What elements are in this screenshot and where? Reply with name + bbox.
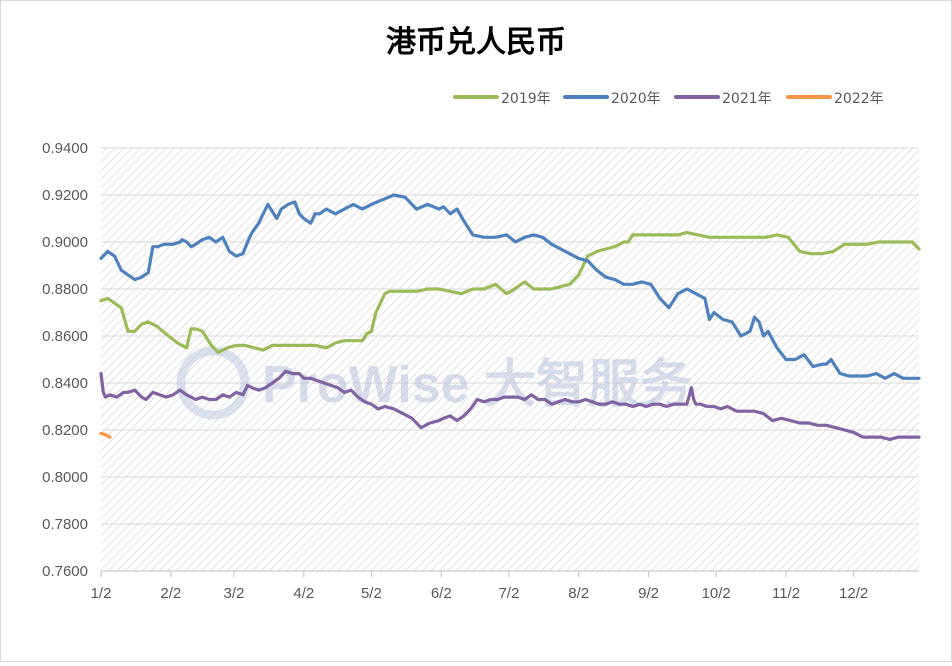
watermark-logo-icon [176, 346, 250, 420]
legend-label-3: 2021年 [722, 91, 772, 107]
x-tick-label: 4/2 [293, 585, 314, 602]
legend-label-4: 2022年 [834, 91, 884, 107]
x-tick-label: 11/2 [772, 585, 800, 602]
x-tick-label: 9/2 [638, 585, 659, 602]
series-lines [99, 193, 921, 441]
y-tick-label: 0.8400 [42, 375, 88, 392]
x-tick-label: 8/2 [568, 585, 589, 602]
legend: 2019年 2020年 2021年 2022年 [453, 91, 884, 107]
y-tick-label: 0.8600 [42, 328, 88, 345]
series-line-4 [99, 431, 112, 439]
y-tick-label: 0.7600 [42, 563, 88, 580]
x-axis: 1/2 2/2 3/2 4/2 5/2 6/2 7/2 8/2 9/2 10/2 11/2 12/2 [91, 570, 919, 602]
chart-title: 港币兑人民币 [386, 25, 566, 60]
y-tick-label: 0.7800 [42, 516, 88, 533]
series-line-1 [99, 231, 921, 354]
x-tick-label: 7/2 [498, 585, 519, 602]
legend-label-2: 2020年 [611, 91, 661, 107]
x-tick-label: 6/2 [431, 585, 452, 602]
y-tick-label: 0.8000 [42, 469, 88, 486]
y-tick-label: 0.8200 [42, 422, 88, 439]
legend-label-1: 2019年 [501, 91, 551, 107]
y-axis: 0.9400 0.9200 0.9000 0.8800 0.8600 0.8400 0.82… [42, 140, 88, 580]
x-tick-label: 12/2 [839, 585, 868, 602]
x-tick-label: 5/2 [361, 585, 382, 602]
series-line-2 [99, 193, 921, 380]
x-tick-label: 1/2 [91, 585, 112, 602]
x-tick-label: 3/2 [224, 585, 245, 602]
y-tick-label: 0.9400 [42, 140, 88, 157]
y-tick-label: 0.9000 [42, 234, 88, 251]
x-tick-label: 2/2 [160, 585, 181, 602]
y-tick-label: 0.8800 [42, 281, 88, 298]
y-tick-label: 0.9200 [42, 187, 88, 204]
series-line-3 [99, 369, 921, 441]
x-tick-label: 10/2 [702, 585, 731, 602]
